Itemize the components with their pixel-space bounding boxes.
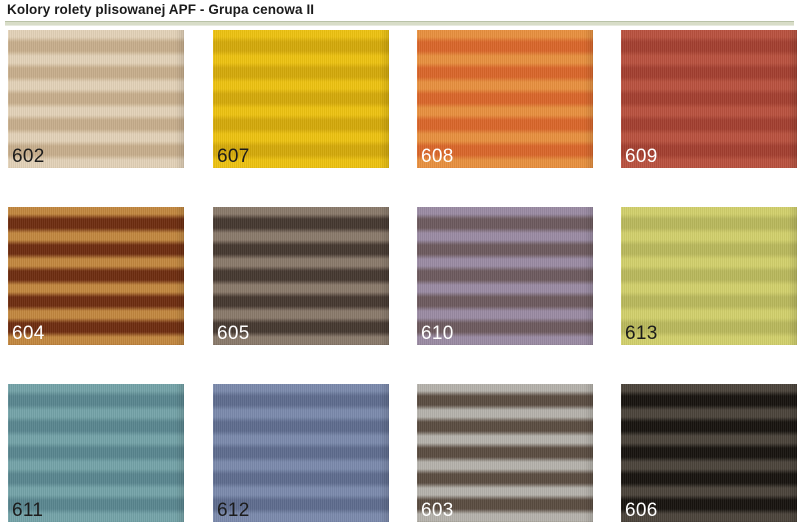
swatch-fabric-pattern <box>417 384 593 522</box>
swatch-fabric-pattern <box>621 30 797 168</box>
color-swatch[interactable]: 607 <box>213 30 389 168</box>
color-swatch[interactable]: 609 <box>621 30 797 168</box>
swatch-code-label: 603 <box>421 500 454 521</box>
color-swatch[interactable]: 604 <box>8 207 184 345</box>
swatch-code-label: 606 <box>625 500 658 521</box>
swatch-code-label: 613 <box>625 323 658 344</box>
swatch-fabric-pattern <box>213 207 389 345</box>
color-swatch[interactable]: 608 <box>417 30 593 168</box>
swatch-fabric-pattern <box>621 207 797 345</box>
swatch-fabric-pattern <box>8 384 184 522</box>
swatch-fabric-pattern <box>417 30 593 168</box>
color-swatch[interactable]: 602 <box>8 30 184 168</box>
swatch-code-label: 604 <box>12 323 45 344</box>
color-swatch[interactable]: 612 <box>213 384 389 522</box>
swatch-code-label: 609 <box>625 146 658 167</box>
page-title: Kolory rolety plisowanej APF - Grupa cen… <box>7 2 315 17</box>
swatch-code-label: 607 <box>217 146 250 167</box>
color-swatch[interactable]: 610 <box>417 207 593 345</box>
color-swatch[interactable]: 605 <box>213 207 389 345</box>
swatch-code-label: 608 <box>421 146 454 167</box>
swatch-code-label: 611 <box>12 500 44 521</box>
page-header: Kolory rolety plisowanej APF - Grupa cen… <box>0 0 800 26</box>
header-divider <box>5 21 794 26</box>
swatch-fabric-pattern <box>8 30 184 168</box>
swatch-code-label: 605 <box>217 323 250 344</box>
swatch-fabric-pattern <box>621 384 797 522</box>
color-swatch[interactable]: 606 <box>621 384 797 522</box>
swatch-code-label: 612 <box>217 500 250 521</box>
swatch-grid: 602 607 608 609 604 605 610 613 611 612 603 606 <box>8 30 797 522</box>
color-swatch[interactable]: 611 <box>8 384 184 522</box>
swatch-fabric-pattern <box>8 207 184 345</box>
color-swatch[interactable]: 603 <box>417 384 593 522</box>
swatch-code-label: 610 <box>421 323 454 344</box>
swatch-fabric-pattern <box>213 30 389 168</box>
swatch-fabric-pattern <box>417 207 593 345</box>
swatch-code-label: 602 <box>12 146 45 167</box>
color-swatch[interactable]: 613 <box>621 207 797 345</box>
swatch-fabric-pattern <box>213 384 389 522</box>
